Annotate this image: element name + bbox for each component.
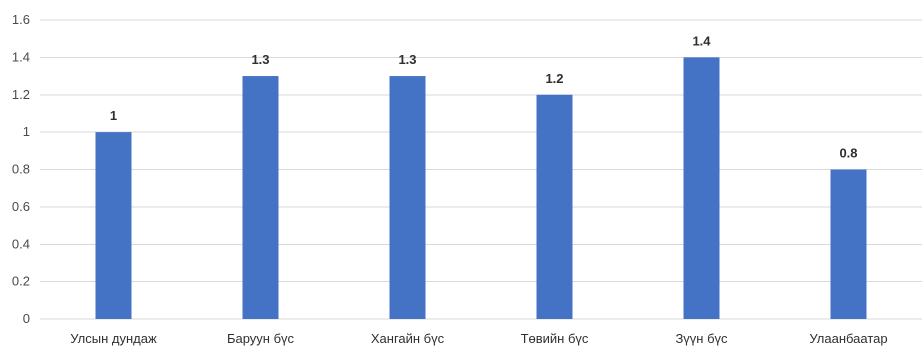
x-tick-label: Улсын дундаж	[70, 331, 157, 346]
y-tick-label: 1.4	[12, 49, 30, 64]
y-tick-label: 0.6	[12, 199, 30, 214]
bar	[536, 94, 573, 319]
x-tick-label: Төвийн бүс	[521, 331, 589, 346]
y-tick-label: 1	[23, 124, 30, 139]
bar	[683, 57, 720, 319]
x-tick-label: Улаанбаатар	[809, 331, 887, 346]
data-label: 1.2	[545, 71, 563, 86]
y-tick-label: 0.4	[12, 236, 30, 251]
x-tick-label: Хангайн бүс	[371, 331, 445, 346]
x-tick-label: Зүүн бүс	[675, 331, 728, 346]
y-axis-tick-labels: 0 0.2 0.4 0.6 0.8 1 1.2 1.4 1.6	[12, 12, 30, 326]
data-label: 1	[110, 108, 117, 123]
bar	[830, 169, 867, 319]
bar	[242, 76, 279, 319]
y-tick-label: 0	[23, 311, 30, 326]
y-tick-label: 0.8	[12, 162, 30, 177]
bar	[95, 132, 132, 319]
data-labels: 1 1.3 1.3 1.2 1.4 0.8	[110, 33, 858, 160]
x-axis-category-labels: Улсын дундаж Баруун бүс Хангайн бүс Төвийн …	[70, 331, 887, 346]
bar	[389, 76, 426, 319]
data-label: 0.8	[839, 146, 857, 161]
gridlines	[40, 19, 922, 320]
data-label: 1.3	[398, 52, 416, 67]
bars	[95, 57, 867, 319]
y-tick-label: 1.6	[12, 12, 30, 27]
y-tick-label: 1.2	[12, 87, 30, 102]
data-label: 1.4	[692, 33, 711, 48]
data-label: 1.3	[251, 52, 269, 67]
y-tick-label: 0.2	[12, 274, 30, 289]
x-tick-label: Баруун бүс	[227, 331, 295, 346]
